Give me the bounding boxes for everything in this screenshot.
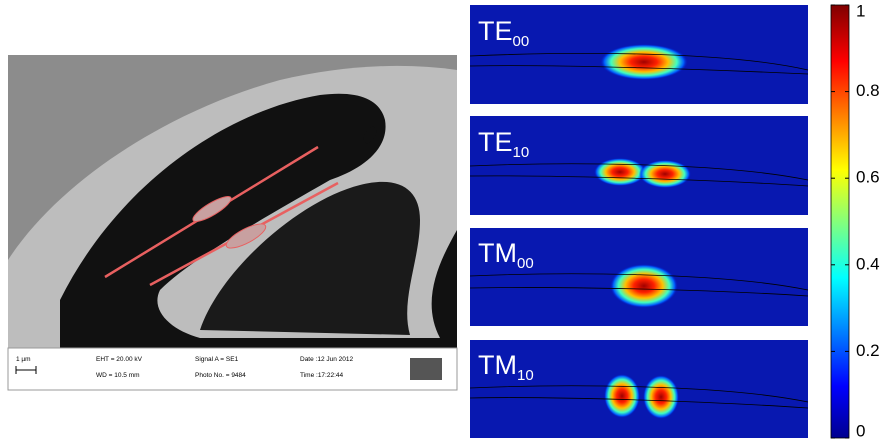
colorbar: 0 0.2 0.4 0.6 0.8 1 — [831, 1, 880, 440]
mode-name: TE — [478, 127, 513, 157]
mode-panels: TE00 TE10 TM00 TM10 — [470, 5, 808, 438]
mode-name: TM — [478, 238, 517, 268]
sem-info: EHT = 20.00 kV — [96, 356, 143, 363]
sem-info: WD = 10.5 mm — [96, 372, 140, 379]
colorbar-tick-label: 1 — [856, 1, 865, 20]
scale-bar-label: 1 µm — [16, 356, 31, 363]
colorbar-tick-label: 0.6 — [856, 168, 880, 187]
mode-panel: TE10 — [470, 116, 808, 215]
sem-info: Signal A = SE1 — [195, 356, 239, 363]
colorbar-tick-label: 0.2 — [856, 341, 880, 360]
mode-index: 10 — [513, 144, 530, 161]
sem-info: Time :17:22:44 — [300, 372, 344, 379]
colorbar-tick-label: 0.4 — [856, 254, 880, 273]
mode-index: 10 — [517, 367, 534, 384]
mode-panel: TM00 — [470, 228, 808, 326]
colorbar-tick-label: 0 — [856, 421, 865, 440]
mode-name: TE — [478, 16, 513, 46]
mode-index: 00 — [517, 255, 534, 272]
mode-index: 00 — [513, 33, 530, 50]
mode-panel: TE00 — [470, 5, 808, 104]
sem-info: Date :12 Jun 2012 — [300, 356, 354, 363]
sem-info: Photo No. = 9484 — [195, 372, 246, 379]
mode-panel: TM10 — [470, 340, 808, 438]
colorbar-tick-label: 0.8 — [856, 81, 880, 100]
figure: 1 µm EHT = 20.00 kV WD = 10.5 mm Signal … — [0, 0, 889, 446]
sem-image: 1 µm EHT = 20.00 kV WD = 10.5 mm Signal … — [8, 55, 457, 390]
mode-name: TM — [478, 350, 517, 380]
